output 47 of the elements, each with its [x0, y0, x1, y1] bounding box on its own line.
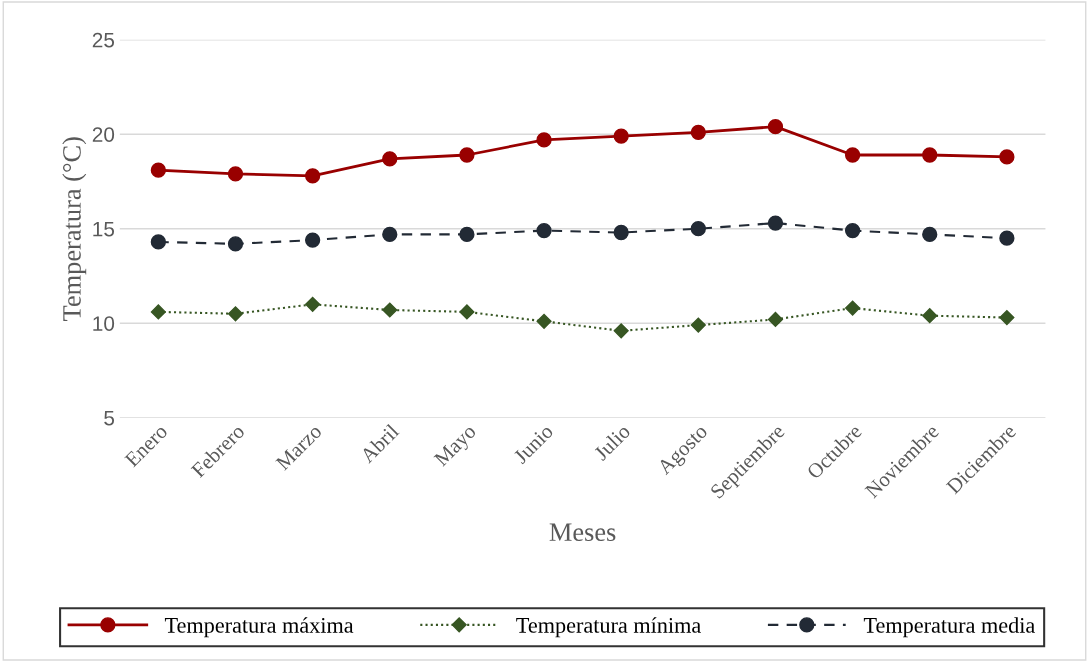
point — [459, 147, 475, 163]
y-tick-label: 5 — [104, 410, 115, 426]
point — [844, 222, 861, 239]
legend-label: Temperatura máxima — [164, 617, 354, 638]
point — [999, 230, 1015, 246]
point — [536, 313, 552, 329]
point — [844, 147, 861, 163]
point — [690, 124, 706, 140]
point — [304, 232, 321, 248]
point — [459, 304, 475, 320]
point — [150, 304, 166, 320]
point — [922, 226, 938, 243]
point — [922, 147, 938, 163]
point — [690, 317, 706, 333]
legend-label: Temperatura media — [863, 617, 1035, 638]
y-tick-label: 10 — [93, 316, 115, 331]
point — [227, 306, 244, 322]
point — [922, 308, 938, 324]
point — [459, 226, 475, 243]
point — [690, 221, 706, 237]
point — [382, 302, 398, 318]
x-tick-label: Julio — [592, 423, 631, 462]
point — [999, 149, 1015, 165]
point — [304, 168, 321, 184]
point — [613, 323, 629, 339]
point — [767, 215, 784, 231]
point — [613, 128, 629, 144]
legend-label: Temperatura mínima — [516, 617, 701, 638]
y-tick-label: 15 — [93, 221, 115, 237]
point — [305, 296, 321, 312]
point — [845, 300, 861, 316]
point — [227, 236, 244, 252]
point — [767, 311, 784, 328]
point — [227, 166, 244, 182]
point — [613, 224, 629, 241]
point — [382, 151, 398, 167]
point — [382, 226, 398, 243]
y-tick-label: 25 — [92, 32, 115, 48]
point — [150, 234, 166, 250]
point — [536, 222, 552, 239]
point — [150, 162, 166, 178]
point — [536, 132, 552, 148]
point — [767, 119, 784, 135]
y-tick-label: 20 — [92, 127, 115, 142]
y-axis-title: Temperatura (°C) — [62, 137, 87, 321]
point — [999, 309, 1015, 326]
x-axis-title: Meses — [549, 523, 616, 542]
